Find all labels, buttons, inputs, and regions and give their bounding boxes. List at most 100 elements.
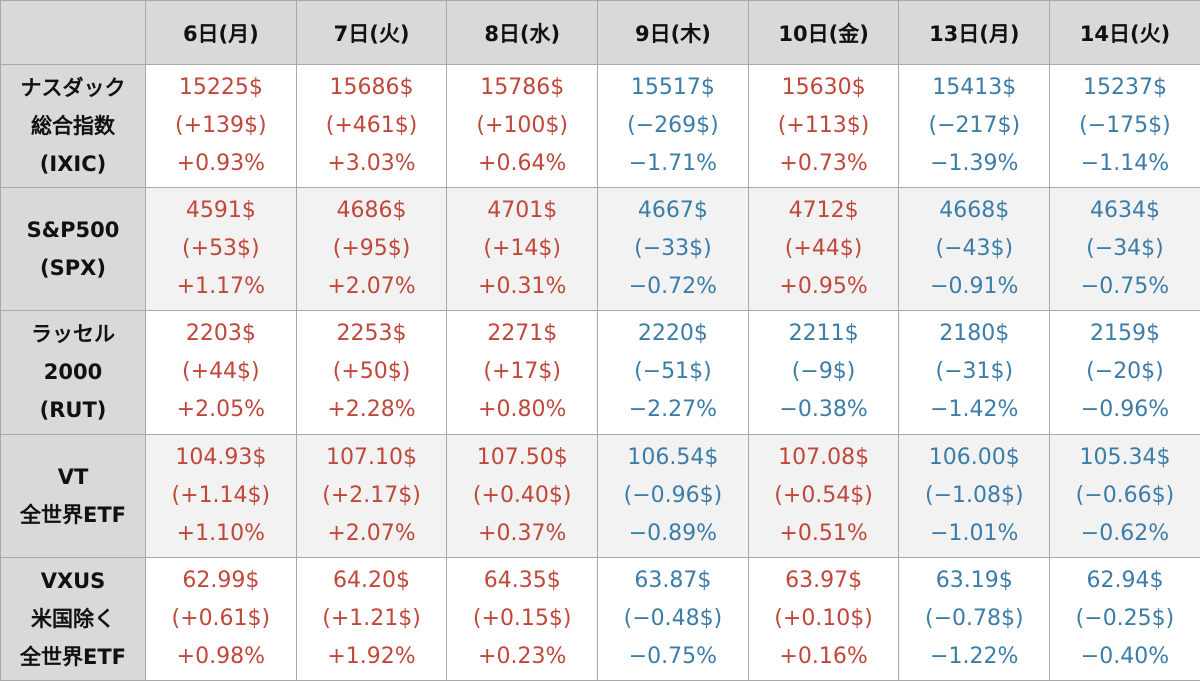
cell-price: 15225$ — [178, 75, 263, 101]
row-label-line: 全世界ETF — [19, 502, 126, 527]
row-label-line: (SPX) — [40, 256, 106, 281]
cell-price: 104.93$ — [175, 444, 267, 470]
cell-pct: +2.28% — [327, 397, 416, 423]
value-cell: 4668$ (−43$) −0.91% — [898, 187, 1051, 312]
header-day: 13日(月) — [898, 0, 1051, 65]
value-cell: 64.35$ (+0.15$) +0.23% — [446, 556, 599, 681]
cell-change: (−20$) — [1086, 359, 1164, 385]
cell-price: 2211$ — [788, 321, 859, 347]
row-label: VXUS 米国除く 全世界ETF — [0, 556, 146, 681]
cell-price: 4591$ — [185, 198, 256, 224]
cell-pct: +0.73% — [779, 151, 868, 177]
cell-change: (−175$) — [1079, 113, 1171, 139]
value-cell: 4701$ (+14$) +0.31% — [446, 187, 599, 312]
cell-pct: +0.98% — [176, 643, 265, 669]
cell-pct: +3.03% — [327, 151, 416, 177]
header-row: 6日(月) 7日(火) 8日(水) 9日(木) 10日(金) 13日(月) 14… — [0, 0, 1200, 65]
cell-change: (−0.96$) — [623, 482, 723, 508]
header-corner — [0, 0, 146, 65]
cell-change: (+113$) — [777, 113, 870, 139]
cell-change: (+1.21$) — [322, 605, 421, 631]
cell-pct: +0.51% — [779, 520, 868, 546]
cell-change: (+0.15$) — [472, 605, 572, 631]
value-cell: 107.10$ (+2.17$) +2.07% — [295, 433, 448, 558]
row-label: ナスダック 総合指数 (IXIC) — [0, 63, 146, 189]
cell-pct: −2.27% — [628, 397, 718, 423]
value-cell: 63.87$ (−0.48$) −0.75% — [597, 556, 749, 681]
cell-price: 106.54$ — [627, 444, 719, 470]
cell-pct: +0.95% — [779, 274, 868, 300]
cell-price: 105.34$ — [1079, 444, 1171, 470]
cell-price: 15237$ — [1082, 75, 1167, 101]
table-row: VXUS 米国除く 全世界ETF 62.99$ (+0.61$) +0.98% 64.20$… — [0, 556, 1200, 681]
value-cell: 107.08$ (+0.54$) +0.51% — [747, 433, 900, 558]
cell-change: (+2.17$) — [322, 482, 421, 508]
row-label-line: 2000 — [43, 360, 103, 385]
cell-price: 15786$ — [480, 75, 565, 101]
value-cell: 106.00$ (−1.08$) −1.01% — [898, 433, 1051, 558]
cell-price: 107.08$ — [778, 444, 870, 470]
cell-change: (−31$) — [935, 359, 1014, 385]
cell-price: 15517$ — [630, 75, 715, 101]
cell-price: 15413$ — [932, 75, 1017, 101]
cell-price: 15630$ — [781, 75, 866, 101]
value-cell: 62.99$ (+0.61$) +0.98% — [145, 556, 297, 681]
cell-price: 107.10$ — [326, 444, 418, 470]
value-cell: 15237$ (−175$) −1.14% — [1049, 63, 1200, 189]
cell-price: 2220$ — [637, 321, 708, 347]
value-cell: 107.50$ (+0.40$) +0.37% — [446, 433, 599, 558]
value-cell: 4686$ (+95$) +2.07% — [295, 187, 448, 312]
value-cell: 15517$ (−269$) −1.71% — [597, 63, 749, 189]
cell-pct: −0.40% — [1080, 643, 1170, 669]
cell-change: (+0.61$) — [171, 605, 271, 631]
cell-pct: −0.62% — [1080, 520, 1170, 546]
cell-pct: +2.07% — [327, 274, 416, 300]
value-cell: 2220$ (−51$) −2.27% — [597, 310, 749, 435]
cell-pct: +0.37% — [478, 520, 567, 546]
cell-change: (−269$) — [627, 113, 719, 139]
cell-change: (−33$) — [634, 236, 712, 262]
cell-pct: −0.72% — [628, 274, 718, 300]
cell-pct: +2.07% — [327, 520, 416, 546]
cell-change: (+50$) — [332, 359, 411, 385]
row-label-line: (RUT) — [39, 398, 107, 423]
row-label: ラッセル 2000 (RUT) — [0, 310, 146, 435]
cell-price: 2159$ — [1089, 321, 1160, 347]
cell-change: (−1.08$) — [924, 482, 1024, 508]
cell-price: 2180$ — [939, 321, 1010, 347]
cell-change: (−9$) — [791, 359, 856, 385]
cell-pct: −0.38% — [779, 397, 868, 423]
cell-price: 4667$ — [637, 198, 708, 224]
cell-pct: −0.96% — [1080, 397, 1170, 423]
cell-change: (−34$) — [1086, 236, 1164, 262]
cell-change: (+0.10$) — [774, 605, 873, 631]
value-cell: 15225$ (+139$) +0.93% — [145, 63, 297, 189]
cell-change: (−51$) — [634, 359, 712, 385]
cell-price: 63.97$ — [785, 567, 863, 593]
cell-pct: −1.01% — [930, 520, 1019, 546]
table-row: S&P500 (SPX) 4591$ (+53$) +1.17% 4686$ (+95$) +… — [0, 187, 1200, 312]
value-cell: 104.93$ (+1.14$) +1.10% — [145, 433, 297, 558]
cell-change: (+139$) — [175, 113, 267, 139]
cell-pct: +1.10% — [176, 520, 265, 546]
cell-pct: +0.80% — [478, 397, 567, 423]
row-label-line: 米国除く — [31, 606, 115, 631]
value-cell: 4667$ (−33$) −0.72% — [597, 187, 749, 312]
cell-price: 62.94$ — [1086, 567, 1164, 593]
header-day: 7日(火) — [295, 0, 448, 65]
cell-pct: +1.92% — [327, 643, 416, 669]
cell-pct: −0.89% — [628, 520, 718, 546]
value-cell: 4634$ (−34$) −0.75% — [1049, 187, 1200, 312]
cell-pct: +0.64% — [478, 151, 567, 177]
header-day: 10日(金) — [747, 0, 900, 65]
cell-change: (+17$) — [483, 359, 562, 385]
cell-change: (−0.48$) — [623, 605, 723, 631]
row-label: VT 全世界ETF — [0, 433, 146, 558]
cell-pct: +0.16% — [779, 643, 868, 669]
row-label-line: VT — [57, 464, 89, 489]
cell-price: 62.99$ — [182, 567, 260, 593]
cell-pct: −1.22% — [930, 643, 1019, 669]
cell-price: 15686$ — [329, 75, 414, 101]
value-cell: 63.19$ (−0.78$) −1.22% — [898, 556, 1051, 681]
cell-price: 64.35$ — [483, 567, 561, 593]
